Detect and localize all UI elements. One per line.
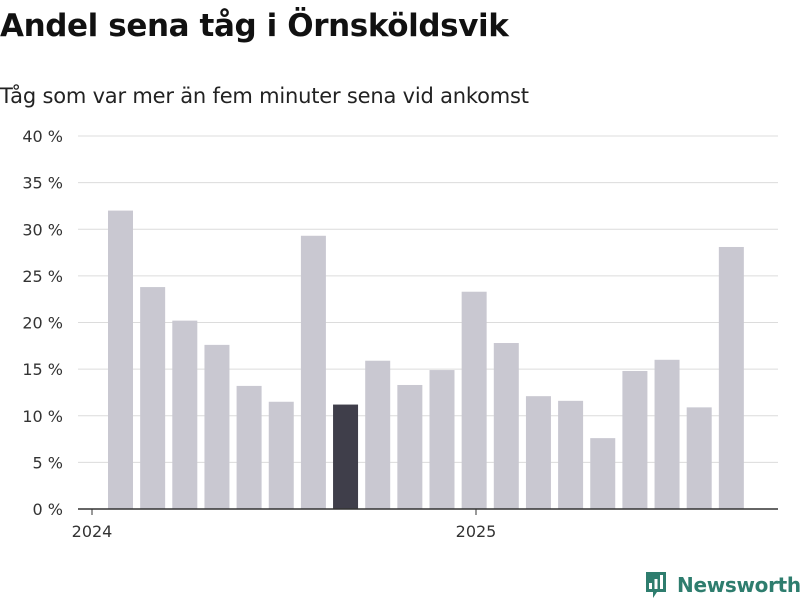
bar-chart: 0 %5 %10 %15 %20 %25 %30 %35 %40 % 2024 2… xyxy=(22,127,778,541)
brand-name: Newsworthy xyxy=(677,573,800,597)
bar-2025-02 xyxy=(525,396,551,509)
x-axis: 2024 2025 xyxy=(72,508,778,541)
bar-2025-04 xyxy=(590,438,616,509)
bar-2024-06 xyxy=(268,401,294,509)
x-tick-label: 2024 xyxy=(72,522,113,541)
bar-2024-08 xyxy=(333,404,359,509)
newsworthy-logo-icon xyxy=(646,572,666,598)
y-axis-ticks: 0 % 5 % 10 % 15 % 20 % 25 % 30 % 35 % 40 % xyxy=(22,127,63,519)
bar-2024-04 xyxy=(204,344,230,509)
bar-2024-09 xyxy=(365,360,391,509)
y-tick-label: 10 % xyxy=(22,407,63,426)
bar-2025-01 xyxy=(493,343,519,509)
bar-2025-08 xyxy=(718,246,744,509)
y-tick-label: 5 % xyxy=(33,453,63,472)
x-tick-label: 2025 xyxy=(456,522,497,541)
bar-2024-12 xyxy=(461,291,487,509)
chart-title: Andel sena tåg i Örnsköldsvik xyxy=(0,8,509,44)
y-tick-label: 20 % xyxy=(22,314,63,333)
y-tick-label: 25 % xyxy=(22,267,63,286)
bar-2024-11 xyxy=(429,370,455,509)
brand-logo: Newsworthy xyxy=(644,570,800,600)
y-tick-label: 35 % xyxy=(22,174,63,193)
y-tick-label: 30 % xyxy=(22,220,63,239)
bar-2024-01 xyxy=(108,210,133,509)
y-tick-label: 40 % xyxy=(22,127,63,146)
bars xyxy=(108,210,744,509)
bar-2025-07 xyxy=(686,407,712,509)
bar-2024-10 xyxy=(397,384,423,509)
y-tick-label: 15 % xyxy=(22,360,63,379)
grid-lines xyxy=(78,135,778,463)
y-tick-label: 0 % xyxy=(33,500,63,519)
bar-2025-06 xyxy=(654,359,680,509)
bar-2024-03 xyxy=(172,320,198,509)
bar-2025-05 xyxy=(622,370,648,509)
bar-2024-02 xyxy=(140,287,166,509)
bar-2024-05 xyxy=(236,385,262,509)
chart-subtitle: Tåg som var mer än fem minuter sena vid … xyxy=(0,84,529,108)
bar-2025-03 xyxy=(558,400,584,509)
bar-2024-07 xyxy=(300,235,326,509)
